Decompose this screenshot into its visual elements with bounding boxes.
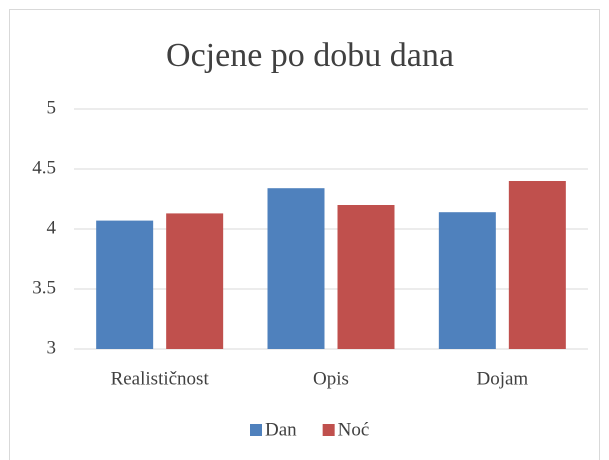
chart-title: Ocjene po dobu dana <box>166 37 454 74</box>
bar <box>166 213 224 349</box>
legend-swatch <box>250 424 262 436</box>
x-tick-label: Dojam <box>476 368 528 389</box>
legend-label: Dan <box>265 419 297 440</box>
y-tick-label: 5 <box>47 97 57 118</box>
bar <box>337 205 395 349</box>
bar <box>267 188 325 349</box>
legend-label: Noć <box>338 419 370 440</box>
y-tick-label: 4 <box>47 217 57 238</box>
bar <box>96 220 154 349</box>
x-tick-label: Opis <box>313 368 349 389</box>
y-tick-label: 4.5 <box>32 157 56 178</box>
y-tick-label: 3 <box>47 337 57 358</box>
bar <box>508 181 566 349</box>
x-tick-label: Realističnost <box>111 368 210 389</box>
bar <box>438 212 496 349</box>
y-tick-label: 3.5 <box>32 277 56 298</box>
legend-swatch <box>322 424 335 436</box>
